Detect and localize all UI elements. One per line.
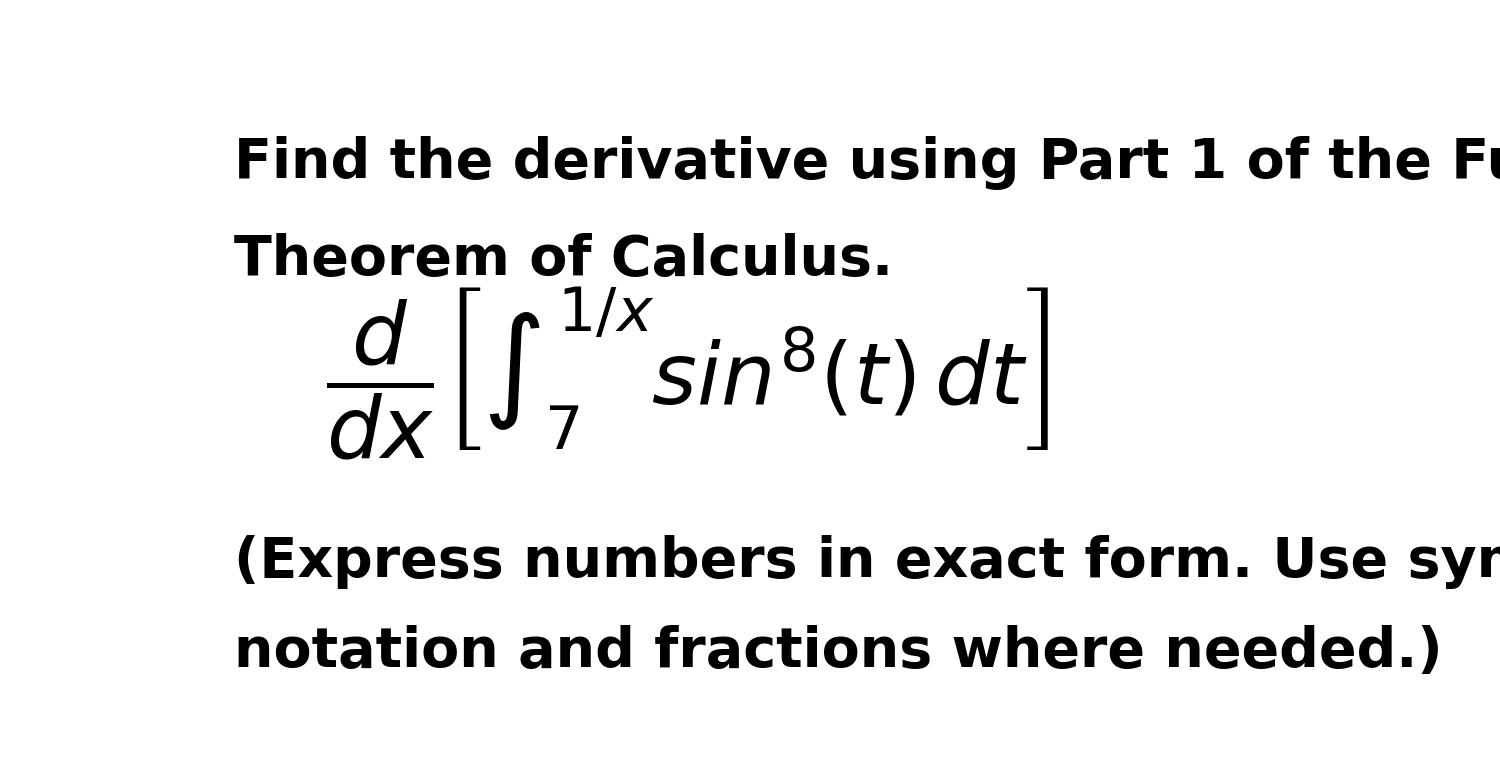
Text: (Express numbers in exact form. Use symbolic: (Express numbers in exact form. Use symb… (234, 535, 1500, 589)
Text: Theorem of Calculus.: Theorem of Calculus. (234, 233, 892, 287)
Text: notation and fractions where needed.): notation and fractions where needed.) (234, 626, 1443, 679)
Text: $\dfrac{d}{dx}\left[\int_{7}^{1/x} \mathit{sin}^{8}(t)\,dt\right]$: $\dfrac{d}{dx}\left[\int_{7}^{1/x} \math… (326, 286, 1048, 463)
Text: Find the derivative using Part 1 of the Fundamental: Find the derivative using Part 1 of the … (234, 136, 1500, 191)
